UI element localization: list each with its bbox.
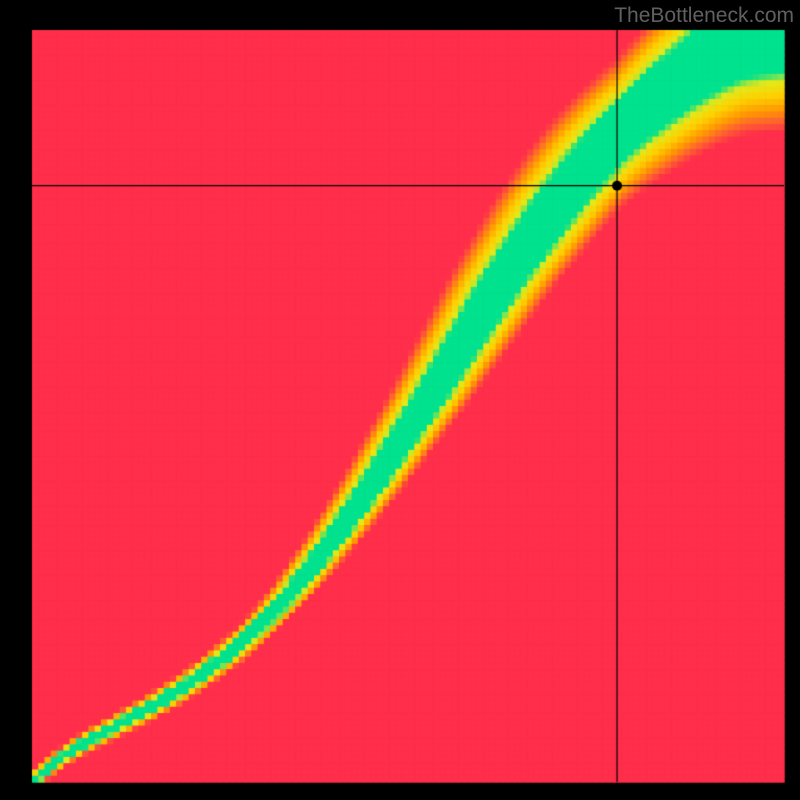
watermark-text: TheBottleneck.com xyxy=(614,4,794,28)
chart-container: TheBottleneck.com xyxy=(0,0,800,800)
bottleneck-heatmap-canvas xyxy=(0,0,800,800)
